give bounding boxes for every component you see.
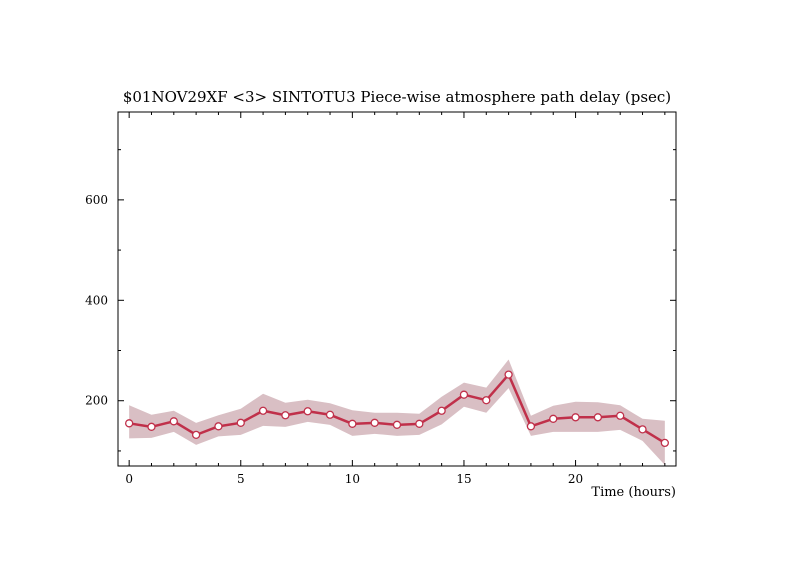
x-axis-label: Time (hours) — [591, 485, 676, 500]
data-point — [638, 425, 647, 434]
x-tick-label: 15 — [456, 472, 471, 486]
data-point — [370, 418, 379, 427]
x-tick-label: 0 — [125, 472, 133, 486]
data-point — [191, 430, 201, 440]
x-tick-label: 10 — [345, 472, 360, 486]
data-point — [593, 413, 603, 422]
data-point — [147, 422, 156, 431]
data-point — [437, 406, 446, 415]
chart-title: $01NOV29XF <3> SINTOTU3 Piece-wise atmos… — [123, 88, 671, 106]
data-point — [459, 390, 469, 399]
data-point — [504, 370, 513, 379]
data-point — [482, 396, 491, 405]
data-point — [526, 422, 536, 431]
data-point — [348, 419, 357, 428]
data-point — [236, 418, 245, 427]
data-point — [549, 414, 558, 423]
data-point — [125, 419, 134, 428]
data-point — [214, 422, 223, 431]
data-point — [281, 411, 290, 420]
uncertainty-band — [129, 359, 665, 465]
data-point — [325, 410, 335, 419]
data-point — [169, 417, 178, 426]
x-tick-label: 5 — [237, 472, 245, 486]
x-tick-label: 20 — [568, 472, 583, 486]
data-point — [571, 413, 580, 422]
y-axis-ticks: 200 400 600 — [85, 149, 676, 452]
data-point-layer — [125, 370, 669, 448]
x-axis-ticks: 0 5 10 15 20 — [125, 112, 666, 486]
data-point — [616, 411, 625, 420]
data-point — [303, 407, 312, 416]
data-point — [660, 438, 669, 448]
y-tick-label: 400 — [85, 293, 108, 307]
y-tick-label: 200 — [85, 394, 108, 408]
data-point — [258, 406, 268, 415]
data-point — [415, 419, 424, 428]
uncertainty-band-layer — [129, 359, 665, 465]
y-tick-label: 600 — [85, 193, 108, 207]
data-point — [392, 420, 402, 429]
